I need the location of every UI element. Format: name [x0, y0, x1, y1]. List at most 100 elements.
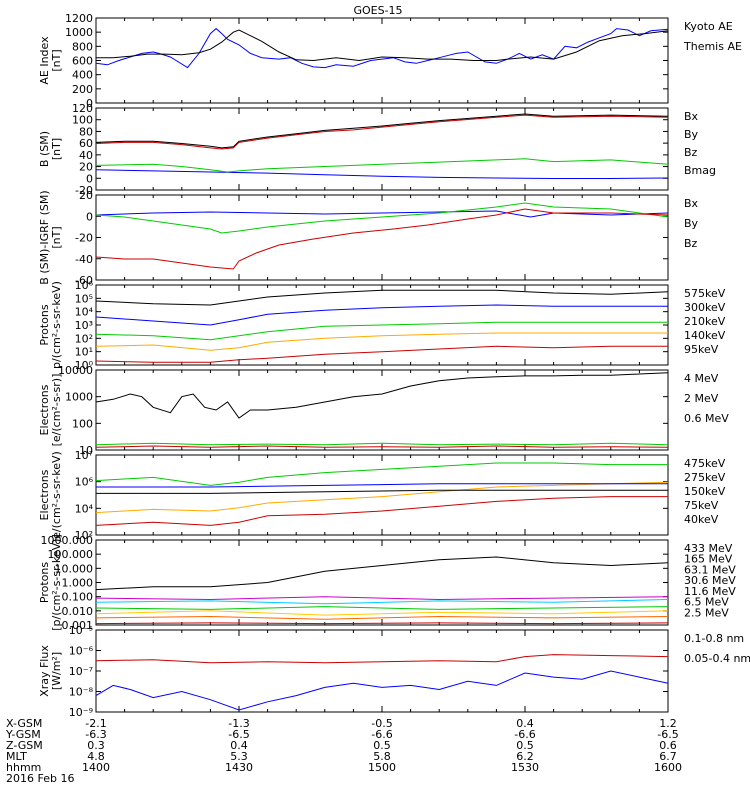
series-line — [96, 489, 668, 494]
legend-entry: Themis AE — [683, 40, 742, 53]
series-line — [95, 442, 669, 446]
panel-5: 10 100 1000 10000 Electrons [e/(cm²-s-sr)] 4 M… — [38, 364, 729, 457]
y-tick-label: 200 — [72, 83, 93, 96]
y-tick-label: 1000 — [65, 391, 93, 404]
legend-entry: 210keV — [684, 315, 726, 328]
y-axis-label: B (SM) — [38, 131, 51, 167]
y-tick-label: 40 — [79, 149, 93, 162]
x-row-value: 0.6 — [659, 739, 677, 752]
y-tick-label: 10¹ — [75, 346, 93, 359]
legend-entry: Bx — [684, 110, 699, 123]
x-row-value: -0.5 — [371, 717, 392, 730]
y-axis-label: Electrons — [38, 384, 51, 435]
series-line — [95, 556, 669, 591]
y-tick-label: 10⁴ — [75, 502, 94, 515]
legend-entry: 165 MeV — [684, 553, 733, 566]
y-tick-label: 400 — [72, 69, 93, 82]
panel-frame — [95, 454, 669, 536]
y-tick-label: 10⁵ — [75, 292, 93, 305]
series-line — [95, 169, 669, 179]
x-row-value: 5.3 — [230, 750, 248, 763]
x-row-value: -6.5 — [228, 728, 249, 741]
legend-entry: Bz — [684, 146, 698, 159]
x-row-value: 1430 — [225, 761, 253, 774]
panel-frame — [95, 369, 669, 451]
y-tick-label: 10000 — [58, 364, 93, 377]
legend-entry: 0.1-0.8 nm — [684, 632, 744, 645]
series-line — [95, 113, 669, 149]
series-line — [95, 462, 668, 486]
y-tick-label: 0 — [86, 210, 93, 223]
legend-entry: 4 MeV — [684, 372, 719, 385]
y-tick-label: 1200 — [65, 12, 93, 25]
x-row-label: Z-GSM — [6, 739, 43, 752]
y-tick-label: 10⁰ — [75, 359, 94, 372]
x-row-label: hhmm — [6, 761, 41, 774]
y-tick-label: 100 — [72, 417, 93, 430]
legend-entry: 6.5 MeV — [684, 596, 729, 609]
y-tick-label: 1000.000 — [41, 534, 94, 547]
y-axis-label: [e/(cm²-s-sr)] — [50, 374, 63, 447]
y-axis-label: [nT] — [50, 226, 63, 248]
x-row-value: -6.6 — [514, 728, 535, 741]
legend-entry: By — [684, 128, 699, 141]
y-axis-label: B (SM)-IGRF (SM) — [38, 190, 51, 284]
legend-entry: 75keV — [684, 499, 719, 512]
legend-entry: Bz — [684, 237, 698, 250]
y-tick-label: 1000 — [65, 26, 93, 39]
y-tick-label: -60 — [75, 274, 93, 287]
y-tick-label: 10.000 — [55, 562, 94, 575]
x-row-value: 6.2 — [516, 750, 534, 763]
series-line — [95, 289, 669, 306]
legend-entry: By — [684, 217, 699, 230]
legend-entry: Kyoto AE — [684, 20, 733, 33]
y-tick-label: 10⁻⁵ — [69, 624, 93, 637]
y-tick-label: 0 — [86, 97, 93, 110]
y-tick-label: 10⁻⁷ — [69, 665, 93, 678]
legend-entry: 433 MeV — [684, 542, 733, 555]
x-row-value: 1530 — [511, 761, 539, 774]
series-line — [95, 622, 669, 625]
series-line — [95, 596, 669, 601]
panel-frame — [95, 17, 669, 104]
legend-entry: 30.6 MeV — [684, 574, 736, 587]
x-row-value: 0.4 — [230, 739, 248, 752]
legend-entry: 140keV — [684, 329, 726, 342]
x-row-value: 1600 — [654, 761, 682, 774]
legend-entry: 0.05-0.4 nm — [684, 652, 750, 665]
panel-8: 10⁻⁹ 10⁻⁸ 10⁻⁷ 10⁻⁶ 10⁻⁵ Xray Flux [W/m²] 0.1-0… — [38, 624, 750, 719]
x-row-value: 6.7 — [659, 750, 677, 763]
panel-frame — [95, 629, 669, 713]
series-line — [95, 654, 669, 664]
series-line — [95, 599, 669, 605]
x-row-value: 0.4 — [516, 717, 534, 730]
panel-3: -60 -40 -20 0 20 B (SM)-IGRF (SM) [nT] Bx By Bz — [38, 189, 699, 287]
series-line — [95, 114, 669, 150]
series-line — [95, 481, 669, 514]
series-line — [95, 670, 669, 711]
y-tick-label: 100.000 — [48, 548, 94, 561]
legend-entry: Bmag — [684, 164, 716, 177]
series-line — [96, 29, 669, 62]
x-row-value: 0.5 — [373, 739, 391, 752]
series-line — [95, 372, 669, 419]
panel-frame — [95, 539, 669, 626]
legend-entry: Bx — [684, 197, 699, 210]
y-axis-label: AE Index — [38, 36, 51, 85]
x-row-value: 4.8 — [87, 750, 105, 763]
y-tick-label: -20 — [75, 184, 93, 197]
y-tick-label: 80 — [79, 125, 93, 138]
x-row-value: -6.3 — [85, 728, 106, 741]
y-tick-label: 60 — [79, 137, 93, 150]
series-line — [95, 615, 669, 620]
x-row-value: 0.3 — [87, 739, 105, 752]
legend-entry: 2.5 MeV — [684, 606, 729, 619]
legend-entry: 150keV — [684, 485, 726, 498]
y-axis-label: Xray Flux — [38, 645, 51, 697]
series-line — [95, 321, 668, 341]
y-axis-label: [nT] — [50, 49, 63, 71]
legend-entry: 275keV — [684, 471, 726, 484]
x-row-label: X-GSM — [6, 717, 42, 730]
